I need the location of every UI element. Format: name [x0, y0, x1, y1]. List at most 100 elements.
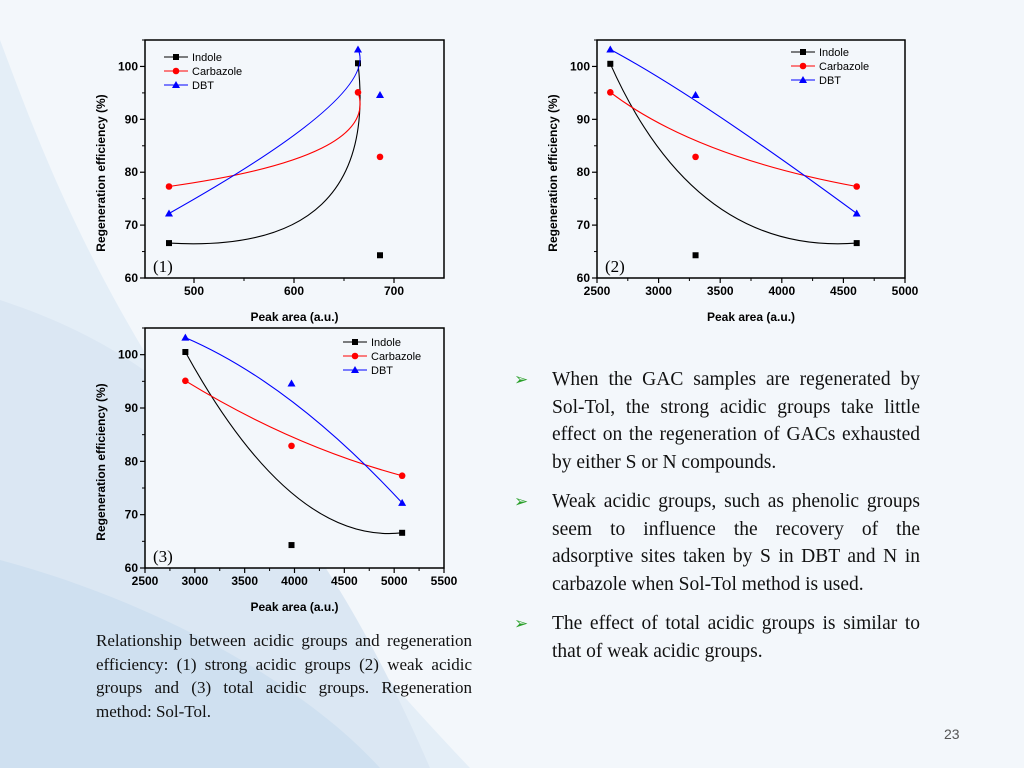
data-point-triangle	[852, 209, 861, 217]
data-point-triangle	[398, 498, 407, 506]
data-point-square	[173, 54, 179, 60]
data-point-circle	[692, 153, 699, 161]
y-tick-label: 100	[570, 59, 590, 73]
y-tick-label: 70	[577, 218, 591, 232]
y-tick-label: 100	[118, 348, 138, 362]
x-tick-label: 5500	[431, 574, 458, 588]
y-axis-label: Regeneration efficiency (%)	[546, 94, 560, 251]
fit-curve-dbt	[168, 49, 361, 214]
data-point-circle	[398, 472, 406, 480]
data-point-circle	[182, 377, 189, 385]
x-tick-label: 700	[384, 284, 404, 298]
legend-label: Indole	[371, 337, 401, 349]
legend-label: Carbazole	[819, 61, 869, 73]
legend-label: DBT	[819, 75, 841, 87]
data-point-square	[288, 542, 295, 549]
y-tick-label: 100	[118, 59, 138, 73]
x-tick-label: 600	[284, 284, 304, 298]
y-tick-label: 70	[125, 508, 139, 522]
bullet-item: ➢ When the GAC samples are regenerated b…	[514, 366, 920, 476]
data-point-square	[692, 252, 699, 259]
data-point-square	[399, 529, 406, 536]
fit-curve-carbazole	[609, 91, 857, 188]
bullet-item: ➢ Weak acidic groups, such as phenolic g…	[514, 488, 920, 598]
legend-label: Indole	[192, 52, 222, 64]
legend-label: DBT	[371, 365, 393, 377]
data-point-square	[166, 240, 172, 247]
fit-curve-indole	[184, 351, 403, 535]
x-axis-label: Peak area (a.u.)	[250, 600, 338, 614]
page-number: 23	[944, 726, 960, 742]
data-point-circle	[351, 352, 359, 360]
bullet-text: The effect of total acidic groups is sim…	[552, 613, 920, 662]
chart-2: 2500 3000 3500 4000 4500 5000 60 70 80 90 100 Peak …	[546, 39, 919, 324]
data-point-triangle	[172, 81, 180, 88]
fit-curve-indole	[609, 63, 857, 245]
arrow-bullet-icon: ➢	[514, 492, 529, 511]
y-tick-label: 90	[577, 112, 591, 126]
legend-label: Carbazole	[192, 66, 242, 78]
x-tick-label: 2500	[132, 574, 159, 588]
panel-label: (1)	[153, 257, 173, 276]
y-tick-label: 60	[577, 271, 591, 285]
data-point-circle	[607, 89, 614, 96]
legend-label: Carbazole	[371, 351, 421, 363]
data-point-triangle	[691, 91, 700, 99]
chart-1: 500 600 700 60 70 80 90 100 Peak area (a.u.) Rege…	[94, 39, 445, 324]
data-point-circle	[288, 442, 295, 450]
x-tick-label: 500	[184, 284, 204, 298]
chart-3: 2500 3000 3500 4000 4500 5000 5500 60 70 80 90 100 P…	[94, 327, 458, 614]
data-point-circle	[799, 62, 807, 70]
legend-label: DBT	[192, 80, 214, 92]
x-tick-label: 5000	[892, 284, 919, 298]
legend-label: Indole	[819, 47, 849, 59]
legend: Indole Carbazole DBT	[343, 337, 421, 377]
x-axis-label: Peak area (a.u.)	[250, 310, 338, 324]
fit-curve-carbazole	[185, 380, 403, 477]
x-axis-label: Peak area (a.u.)	[707, 310, 795, 324]
x-tick-label: 4500	[331, 574, 358, 588]
data-point-square	[182, 349, 189, 355]
x-tick-label: 3500	[707, 284, 734, 298]
data-point-triangle	[799, 76, 807, 83]
legend: Indole Carbazole DBT	[164, 52, 242, 92]
fit-curve-carbazole	[168, 92, 361, 188]
data-point-circle	[172, 67, 180, 75]
x-tick-label: 3000	[181, 574, 208, 588]
bullet-list: ➢ When the GAC samples are regenerated b…	[514, 366, 920, 677]
plot-frame	[596, 39, 906, 279]
data-point-triangle	[376, 91, 384, 99]
x-tick-label: 4000	[281, 574, 308, 588]
x-tick-label: 4000	[768, 284, 795, 298]
y-tick-label: 90	[125, 401, 139, 415]
data-point-square	[355, 60, 361, 67]
y-tick-label: 80	[125, 165, 139, 179]
data-point-square	[607, 60, 614, 67]
data-point-triangle	[354, 45, 362, 53]
arrow-bullet-icon: ➢	[514, 370, 529, 389]
data-point-triangle	[181, 333, 190, 341]
data-point-circle	[376, 153, 384, 161]
data-point-triangle	[165, 209, 173, 217]
panel-label: (3)	[153, 547, 173, 566]
y-tick-label: 90	[125, 112, 139, 126]
y-axis-label: Regeneration efficiency (%)	[94, 383, 108, 540]
y-tick-label: 80	[577, 165, 591, 179]
bullet-item: ➢ The effect of total acidic groups is s…	[514, 610, 920, 665]
figure-caption: Relationship between acidic groups and r…	[96, 631, 472, 721]
fit-curve-dbt	[610, 49, 858, 214]
data-point-circle	[165, 183, 173, 190]
bullet-text: Weak acidic groups, such as phenolic gro…	[552, 491, 920, 595]
x-tick-label: 3500	[231, 574, 258, 588]
data-point-square	[853, 240, 860, 247]
data-point-triangle	[351, 366, 359, 373]
data-point-triangle	[606, 45, 615, 53]
data-point-triangle	[287, 379, 296, 387]
y-tick-label: 60	[125, 561, 139, 575]
data-point-square	[352, 339, 358, 345]
x-tick-label: 4500	[830, 284, 857, 298]
data-point-circle	[354, 89, 362, 96]
data-point-square	[800, 49, 806, 55]
data-point-circle	[853, 183, 861, 190]
